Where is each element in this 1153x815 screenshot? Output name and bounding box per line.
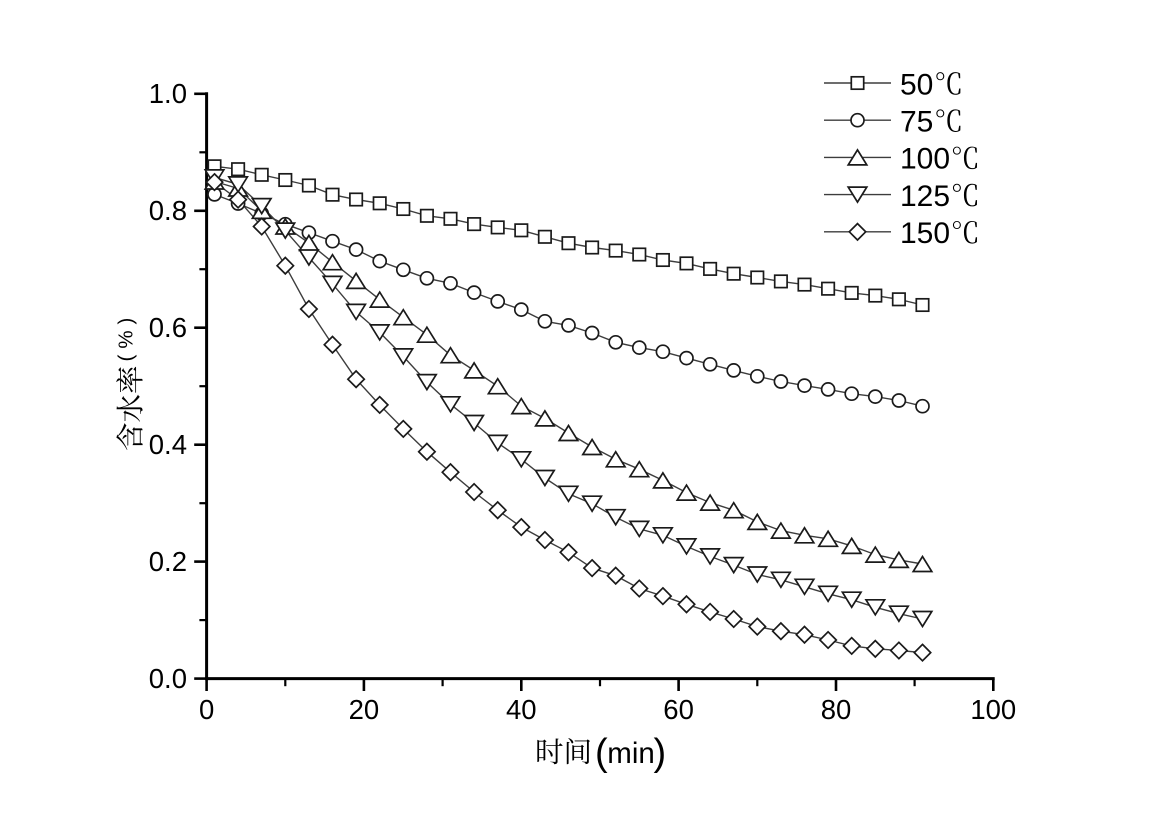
svg-text:0: 0 xyxy=(199,694,214,725)
svg-text:100: 100 xyxy=(970,694,1016,725)
svg-text:60: 60 xyxy=(663,694,694,725)
svg-text:20: 20 xyxy=(349,694,380,725)
svg-text:0.4: 0.4 xyxy=(149,429,187,460)
svg-text:(%): (%) xyxy=(114,312,137,362)
svg-text:125: 125 xyxy=(900,180,950,213)
svg-text:(: ( xyxy=(595,732,608,774)
svg-text:80: 80 xyxy=(821,694,852,725)
svg-text:150: 150 xyxy=(900,217,950,250)
svg-text:0.8: 0.8 xyxy=(149,195,187,226)
svg-text:min: min xyxy=(607,737,655,770)
svg-text:75: 75 xyxy=(900,106,933,139)
svg-text:40: 40 xyxy=(506,694,537,725)
svg-text:1.0: 1.0 xyxy=(149,78,187,109)
svg-text:0.6: 0.6 xyxy=(149,312,187,343)
svg-text:100: 100 xyxy=(900,143,950,176)
svg-text:0.0: 0.0 xyxy=(149,663,187,694)
svg-text:50: 50 xyxy=(900,68,933,101)
svg-text:): ) xyxy=(654,732,667,774)
svg-text:0.2: 0.2 xyxy=(149,546,187,577)
